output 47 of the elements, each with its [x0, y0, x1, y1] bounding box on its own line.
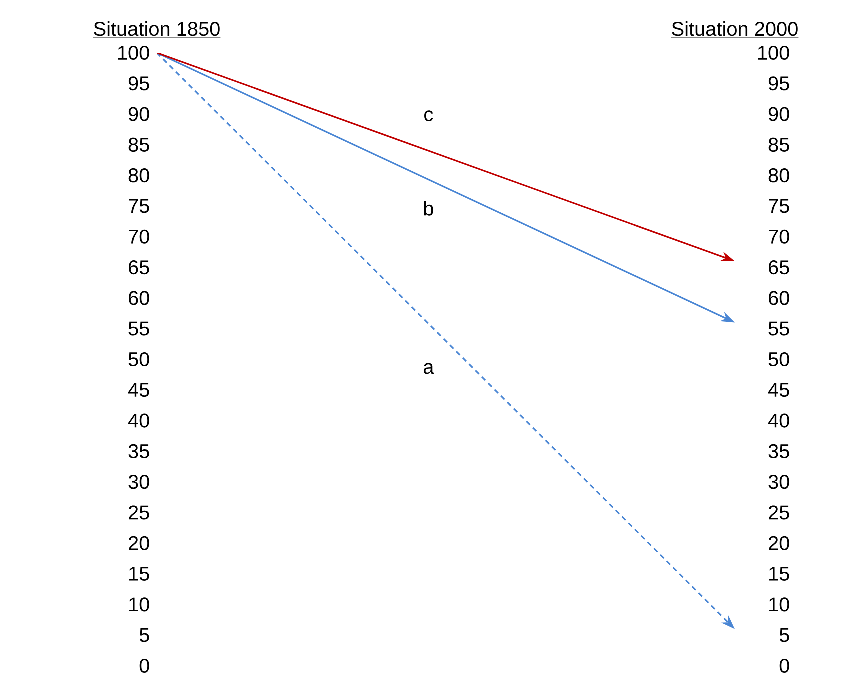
y2-tick-label: 75: [769, 199, 790, 214]
y-tick-label: 80: [128, 168, 150, 183]
y-tick-label: 20: [129, 536, 150, 551]
y-tick-label: 85: [128, 138, 150, 152]
y-tick-label: 65: [129, 260, 150, 275]
y-tick-label: 5: [140, 628, 150, 642]
y2-tick-label: 5: [780, 628, 790, 642]
y-tick-label: 10: [130, 598, 150, 612]
y2-tick-label: 65: [769, 260, 790, 275]
y-tick-label: 100: [118, 46, 150, 60]
y-tick-label: 35: [128, 444, 150, 459]
y-tick-label: 55: [128, 322, 150, 336]
y2-tick-label: 85: [768, 138, 790, 152]
y-tick-label: 30: [128, 475, 150, 490]
y-tick-label: 0: [140, 659, 150, 674]
series-label: a: [424, 363, 434, 374]
y2-tick-label: 80: [768, 168, 790, 183]
y-tick-label: 60: [129, 291, 150, 306]
series-label: c: [424, 110, 434, 122]
y-tick-label: 50: [128, 352, 150, 367]
y2-tick-label: 60: [769, 291, 790, 306]
y2-tick-label: 70: [769, 230, 790, 244]
y2-tick-label: 20: [769, 536, 790, 551]
y2-tick-label: 10: [770, 598, 790, 612]
y-tick-label: 45: [128, 383, 150, 398]
y2-tick-label: 50: [768, 352, 790, 367]
x-tick-label: Situation 2000: [672, 22, 798, 36]
y2-tick-label: 25: [769, 506, 790, 520]
x-tick-label: Situation 1850: [94, 22, 220, 36]
series-label: b: [424, 201, 434, 216]
y-tick-label: 90: [128, 107, 150, 122]
y2-tick-label: 55: [768, 322, 790, 336]
y2-tick-label: 95: [768, 76, 790, 91]
y2-tick-label: 30: [768, 475, 790, 490]
y-tick-label: 70: [129, 230, 150, 244]
y2-tick-label: 100: [758, 46, 790, 60]
y2-tick-label: 0: [780, 659, 790, 674]
y2-tick-label: 35: [768, 444, 790, 459]
y-tick-label: 15: [130, 567, 150, 582]
y2-tick-label: 45: [768, 383, 790, 398]
y2-tick-label: 15: [770, 567, 790, 582]
y-tick-label: 75: [129, 199, 150, 214]
y2-tick-label: 40: [768, 414, 790, 428]
y2-tick-label: 90: [768, 107, 790, 122]
y-tick-label: 40: [128, 414, 150, 428]
y-tick-label: 95: [128, 76, 150, 91]
y-tick-label: 25: [129, 506, 150, 520]
